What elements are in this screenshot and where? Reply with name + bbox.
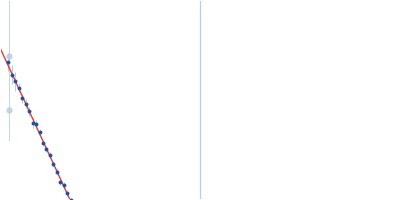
Point <box>36 130 43 134</box>
Point <box>33 122 39 125</box>
Point <box>26 110 32 113</box>
Point <box>19 97 26 100</box>
Point <box>16 86 22 89</box>
Point <box>12 80 18 83</box>
Point <box>50 163 56 166</box>
Point <box>64 192 70 195</box>
Point <box>60 183 67 186</box>
Point <box>9 73 15 76</box>
Point <box>57 181 64 184</box>
Point <box>43 147 50 151</box>
Point <box>30 121 36 125</box>
Point <box>67 199 74 200</box>
Point <box>54 170 60 173</box>
Point <box>47 153 53 156</box>
Point <box>22 102 29 105</box>
Point <box>40 141 46 144</box>
Point <box>5 60 12 64</box>
